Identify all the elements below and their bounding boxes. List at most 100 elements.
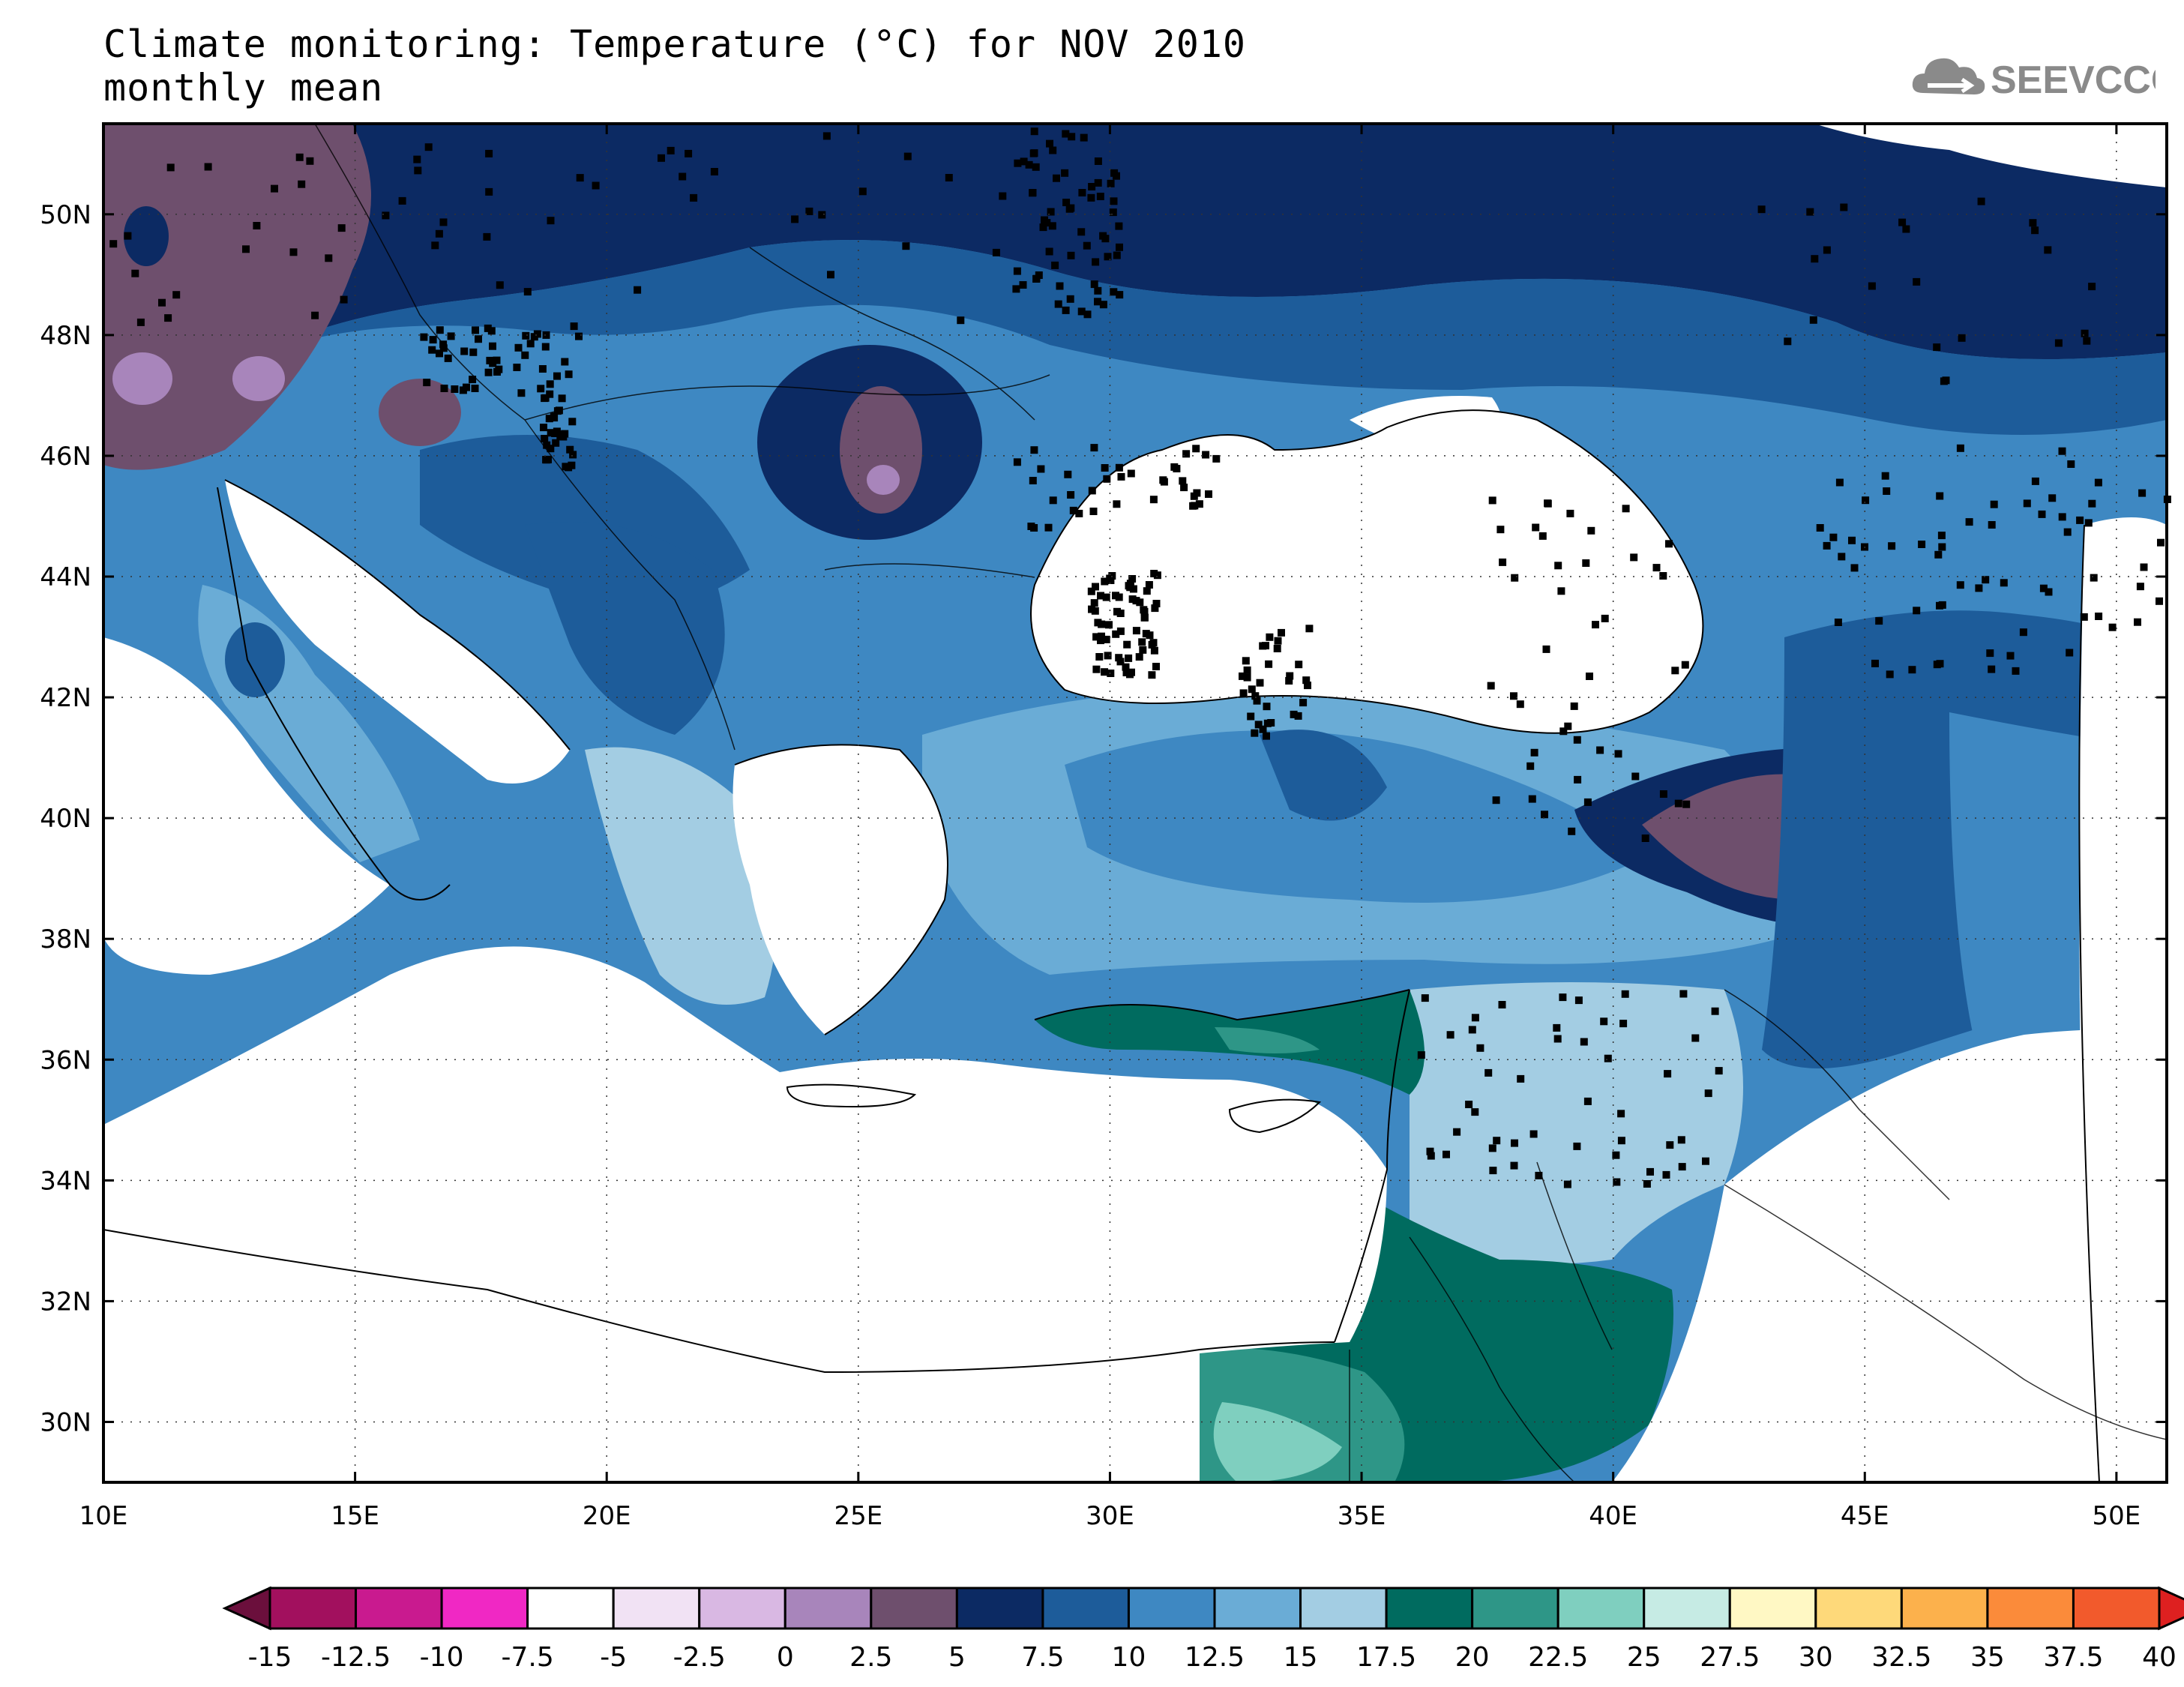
station-marker <box>1443 1150 1450 1158</box>
station-marker <box>1816 524 1824 532</box>
station-marker <box>440 385 448 392</box>
station-marker <box>1080 133 1088 142</box>
y-tick-label: 44N <box>40 562 91 592</box>
station-marker <box>1239 672 1246 680</box>
station-marker <box>486 356 494 364</box>
station-marker <box>158 298 166 307</box>
station-marker <box>570 322 578 331</box>
station-marker <box>1077 307 1086 316</box>
station-marker <box>1659 790 1667 798</box>
station-marker <box>340 295 348 304</box>
station-marker <box>1990 500 1998 508</box>
station-marker <box>1538 532 1547 540</box>
station-marker <box>2045 588 2053 596</box>
station-marker <box>1702 1157 1709 1165</box>
station-marker <box>1488 1144 1496 1152</box>
station-marker <box>1115 222 1123 230</box>
station-marker <box>1617 1110 1625 1118</box>
station-marker <box>1116 243 1123 251</box>
station-marker <box>1446 1031 1455 1039</box>
station-marker <box>1160 478 1168 486</box>
station-marker <box>1574 996 1583 1005</box>
station-marker <box>957 316 965 325</box>
station-marker <box>1806 208 1814 216</box>
station-marker <box>1977 197 1985 205</box>
colorbar-box <box>955 1587 1044 1630</box>
station-marker <box>1862 496 1870 505</box>
station-marker <box>1049 146 1057 154</box>
colorbar-label: 12.5 <box>1185 1642 1245 1673</box>
station-marker <box>634 286 642 294</box>
colorbar-box <box>1213 1587 1302 1630</box>
station-marker <box>1180 484 1188 492</box>
station-marker <box>1013 267 1021 275</box>
station-marker <box>382 211 390 220</box>
colorbar-box <box>526 1587 615 1630</box>
station-marker <box>109 240 118 248</box>
station-marker <box>1049 496 1057 505</box>
station-marker <box>1601 614 1609 622</box>
station-marker <box>469 348 478 356</box>
station-marker <box>1066 295 1074 303</box>
station-marker <box>2157 538 2165 547</box>
station-marker <box>493 368 501 376</box>
station-marker <box>337 224 346 232</box>
station-marker <box>1544 499 1552 508</box>
station-marker <box>553 372 561 380</box>
station-marker <box>552 439 560 447</box>
station-marker <box>1933 343 1941 352</box>
station-marker <box>1263 703 1271 711</box>
station-marker <box>1559 993 1567 1002</box>
station-marker <box>521 351 529 359</box>
y-tick-label: 42N <box>40 683 91 713</box>
region-balkans <box>525 522 725 735</box>
aegean-sea <box>732 745 948 1035</box>
station-marker <box>2012 667 2020 675</box>
station-marker <box>1212 454 1221 463</box>
station-marker <box>805 207 813 215</box>
station-marker <box>568 461 576 469</box>
colorbar-label: 5 <box>948 1642 966 1673</box>
station-marker <box>1557 587 1565 595</box>
station-marker <box>429 336 437 344</box>
station-marker <box>1062 306 1070 314</box>
station-marker <box>526 340 535 348</box>
station-marker <box>1102 593 1110 601</box>
station-marker <box>1043 219 1051 227</box>
station-marker <box>1051 261 1059 269</box>
station-marker <box>547 217 555 225</box>
station-marker <box>2081 329 2089 337</box>
station-marker <box>460 347 469 355</box>
station-marker <box>1421 994 1429 1002</box>
station-marker <box>1471 1108 1479 1116</box>
station-marker <box>1150 646 1158 655</box>
station-marker <box>533 330 541 338</box>
station-marker <box>540 424 547 432</box>
colorbar-box <box>355 1587 443 1630</box>
station-marker <box>1986 649 1994 658</box>
station-marker <box>1149 639 1158 647</box>
station-marker <box>306 157 314 165</box>
station-marker <box>818 211 826 219</box>
station-marker <box>1583 1097 1592 1105</box>
station-marker <box>1243 673 1251 682</box>
station-marker <box>463 383 470 391</box>
x-axis: 10E 15E 20E 25E 30E 35E 40E 45E 50E <box>79 124 2141 1531</box>
station-marker <box>1811 255 1819 263</box>
station-marker <box>1113 172 1120 180</box>
station-marker <box>1251 729 1259 737</box>
station-marker <box>1573 736 1581 744</box>
station-marker <box>690 193 698 202</box>
station-marker <box>1149 496 1158 504</box>
station-marker <box>1809 316 1817 324</box>
station-marker <box>1580 1038 1588 1046</box>
station-marker <box>1488 496 1496 505</box>
station-marker <box>420 333 428 341</box>
region-north-mid <box>262 240 2167 435</box>
station-marker <box>1704 1089 1712 1098</box>
station-marker <box>1094 298 1101 306</box>
station-marker <box>1139 646 1147 654</box>
station-marker <box>444 354 452 362</box>
